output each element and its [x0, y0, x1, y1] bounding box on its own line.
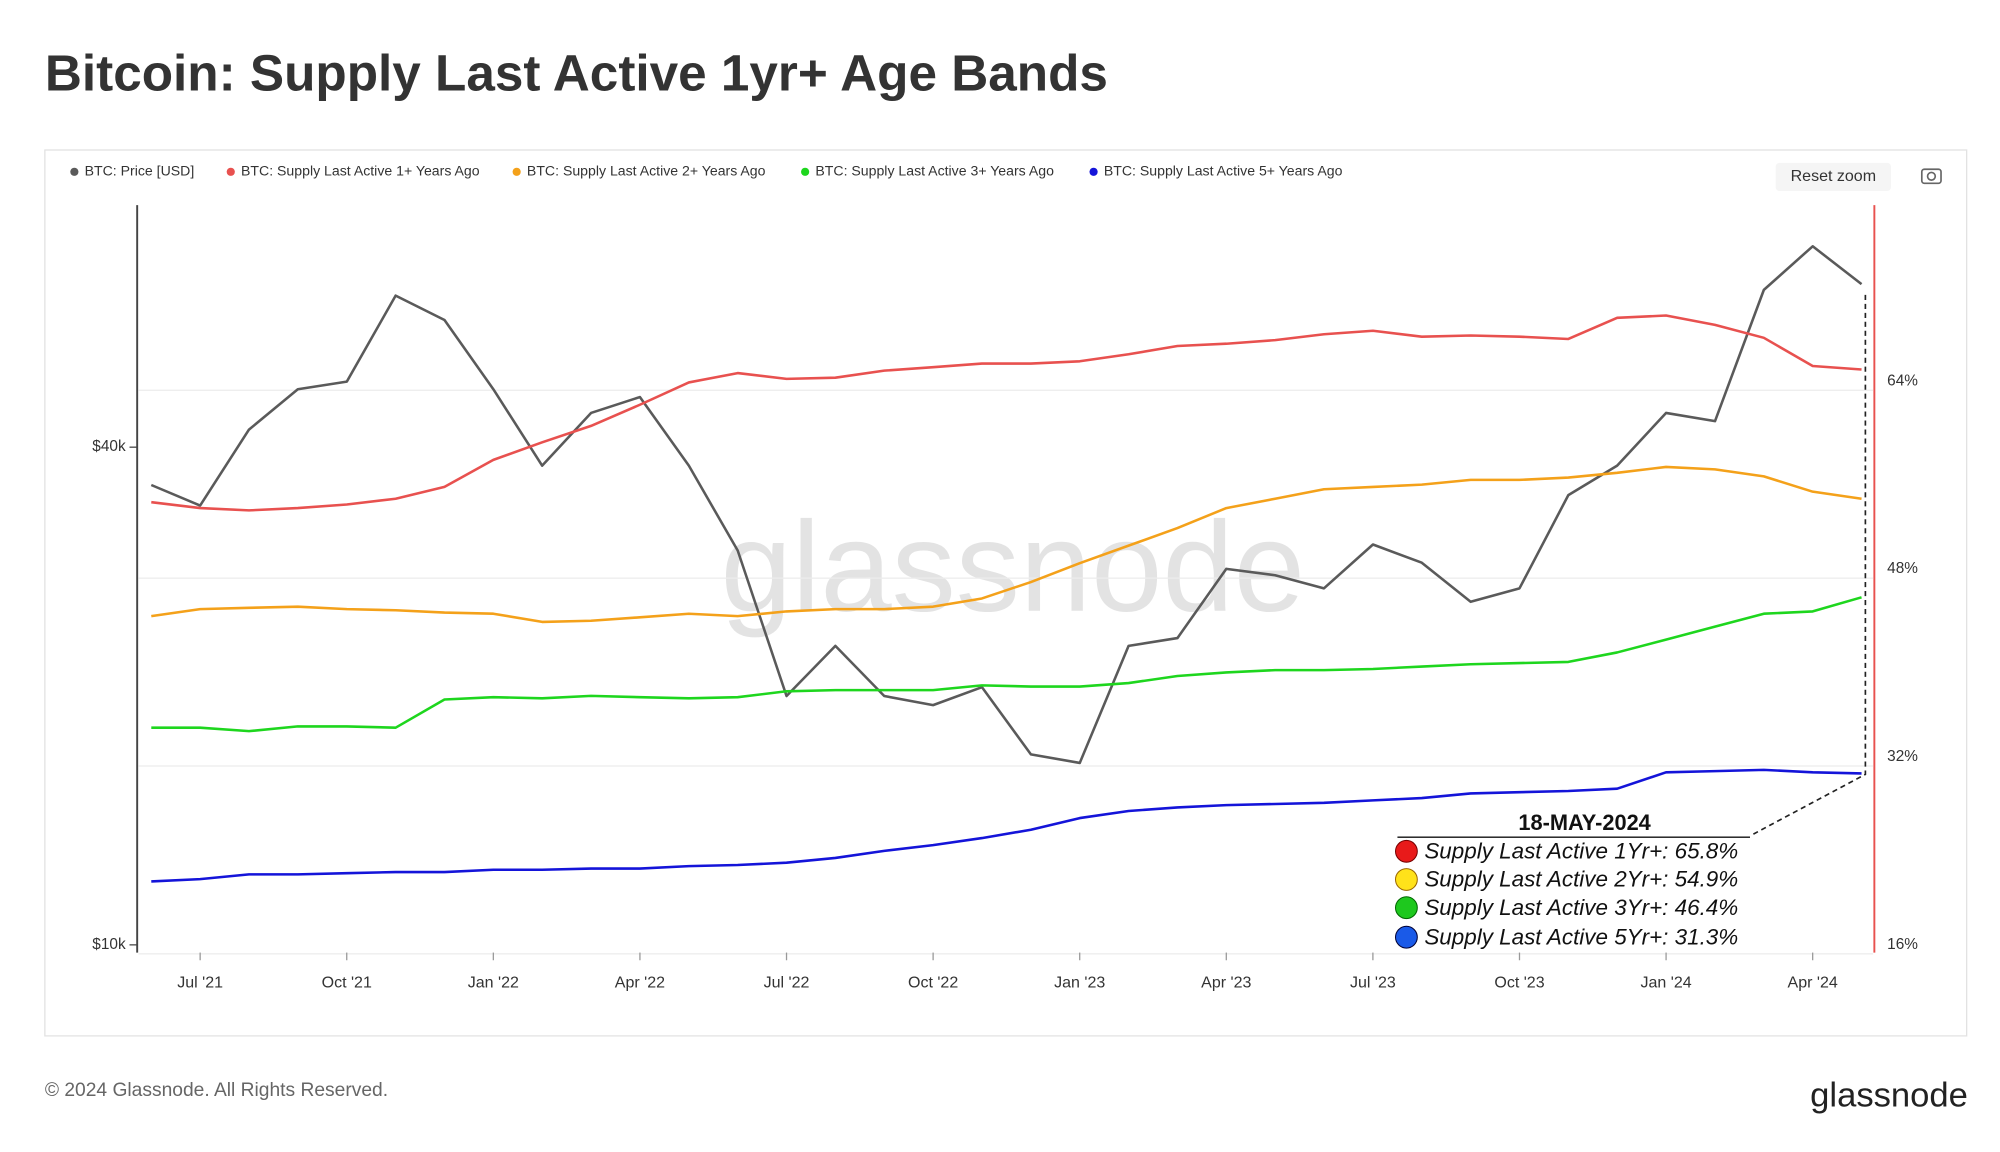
- annotation-dot: [1395, 839, 1418, 863]
- annotation-date: 18-MAY-2024: [1518, 810, 1650, 835]
- annotation-dot: [1395, 925, 1418, 949]
- legend-label: BTC: Price [USD]: [85, 163, 195, 179]
- series-line: [151, 768, 1862, 883]
- button-label[interactable]: Reset zoom: [1791, 167, 1876, 185]
- x-tick-label: Oct '23: [1494, 974, 1544, 992]
- logo: glassnode: [1810, 1077, 1968, 1115]
- x-tick-label: Oct '21: [322, 974, 372, 992]
- y2-tick-label: 32%: [1887, 748, 1918, 765]
- annotation-dot: [1395, 896, 1418, 920]
- x-tick-label: Jul '22: [764, 974, 810, 992]
- legend-label: BTC: Supply Last Active 2+ Years Ago: [527, 163, 766, 179]
- x-tick-label: Jul '21: [177, 974, 223, 992]
- x-tick-label: Apr '22: [615, 974, 665, 992]
- camera-lens[interactable]: [1926, 171, 1937, 181]
- y-tick-label: $10k: [92, 936, 126, 953]
- x-tick-label: Apr '24: [1788, 974, 1838, 992]
- y2-tick-label: 16%: [1887, 936, 1918, 953]
- legend-label: BTC: Supply Last Active 5+ Years Ago: [1104, 163, 1343, 179]
- lines: [150, 245, 1863, 883]
- legend-dot: [801, 167, 810, 176]
- series-line: [151, 314, 1862, 512]
- x-tick-label: Jul '23: [1350, 974, 1396, 992]
- x-tick-label: Jan '23: [1054, 974, 1105, 992]
- reset-zoom-button[interactable]: Reset zoom: [1775, 162, 1892, 192]
- button-bg[interactable]: [1775, 162, 1892, 192]
- series-line: [151, 465, 1862, 624]
- x-tick-label: Jan '22: [468, 974, 519, 992]
- y2-tick-label: 48%: [1887, 560, 1918, 577]
- annotation-leader: [1749, 294, 1867, 837]
- x-tick-label: Oct '22: [908, 974, 958, 992]
- legend-dot: [226, 167, 235, 176]
- legend-label: BTC: Supply Last Active 1+ Years Ago: [241, 163, 480, 179]
- series-line: [151, 596, 1862, 733]
- grid: [129, 389, 1874, 961]
- chart-title: Bitcoin: Supply Last Active 1yr+ Age Ban…: [45, 44, 1108, 101]
- legend-dot: [512, 167, 521, 176]
- camera-icon[interactable]: [1920, 168, 1942, 185]
- annotation: 18-MAY-2024 Supply Last Active 1Yr+: 65.…: [1395, 810, 1751, 949]
- annotation-line: Supply Last Active 2Yr+: 54.9%: [1424, 867, 1738, 892]
- watermark: glassnode: [721, 496, 1305, 639]
- annotation-line: Supply Last Active 3Yr+: 46.4%: [1424, 895, 1738, 920]
- footer: © 2024 Glassnode. All Rights Reserved.: [45, 1080, 388, 1101]
- annotation-line: Supply Last Active 5Yr+: 31.3%: [1424, 924, 1738, 949]
- chart-frame: [44, 149, 1968, 1037]
- camera-body[interactable]: [1920, 168, 1942, 185]
- annotation-dot: [1395, 868, 1418, 891]
- y2-tick-label: 64%: [1887, 372, 1918, 389]
- x-tick-label: Apr '23: [1201, 974, 1251, 992]
- legend-dot: [1089, 167, 1098, 176]
- x-tick-label: Jan '24: [1641, 974, 1692, 992]
- y-tick-label: $40k: [92, 438, 126, 455]
- annotation-line: Supply Last Active 1Yr+: 65.8%: [1424, 838, 1738, 863]
- series-line: [150, 245, 1863, 765]
- legend-dot: [70, 167, 79, 176]
- legend-label: BTC: Supply Last Active 3+ Years Ago: [815, 163, 1054, 179]
